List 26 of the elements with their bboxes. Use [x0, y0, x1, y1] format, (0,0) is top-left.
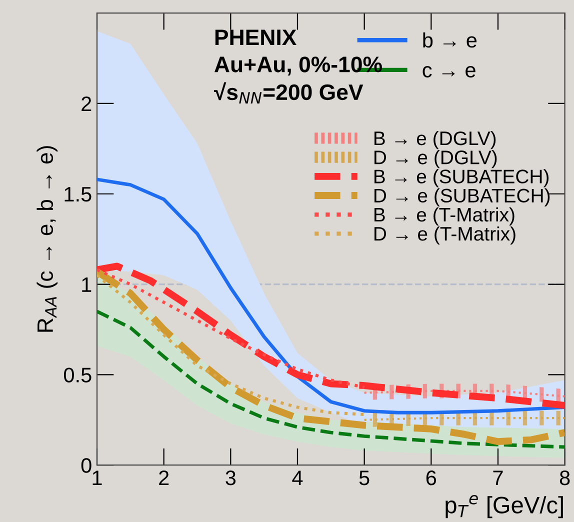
annotation: PHENIX [215, 30, 296, 45]
annotation: Au+Au, 0%-10% [214, 56, 382, 76]
legend-label: b → e [423, 32, 477, 48]
legend-label: B → e (T-Matrix) [374, 207, 514, 226]
legend-label: D → e (SUBATECH) [374, 188, 550, 206]
legend-label: B → e (SUBATECH) [374, 169, 549, 188]
x-tick-label: 6 [426, 470, 436, 486]
x-tick-label: 8 [560, 470, 570, 486]
x-tick-label: 3 [226, 470, 236, 486]
y-tick-label: 2 [82, 96, 92, 112]
y-axis-title: R$_{AA}$ (c → e, b → e) [36, 146, 58, 332]
x-axis-title: p$_{T}$$^{e}$ [GeV/c] [446, 494, 563, 518]
x-tick-label: 5 [359, 470, 370, 486]
x-tick-label: 7 [493, 470, 503, 486]
x-tick-label: 1 [92, 470, 102, 486]
y-tick-label: 0 [81, 458, 92, 473]
y-tick-label: 1 [82, 277, 92, 292]
x-tick-label: 2 [159, 470, 169, 486]
legend-label: c → e [422, 66, 476, 78]
y-tick-label: 0.5 [64, 368, 92, 382]
annotation: √s$_{NN}$=200 GeV [214, 82, 364, 104]
x-tick-label: 4 [292, 470, 303, 486]
y-tick-label: 1.5 [64, 187, 92, 202]
legend-label: B → e (DGLV) [374, 130, 496, 150]
legend-label: D → e (DGLV) [374, 150, 497, 168]
legend-label: D → e (T-Matrix) [374, 226, 516, 245]
